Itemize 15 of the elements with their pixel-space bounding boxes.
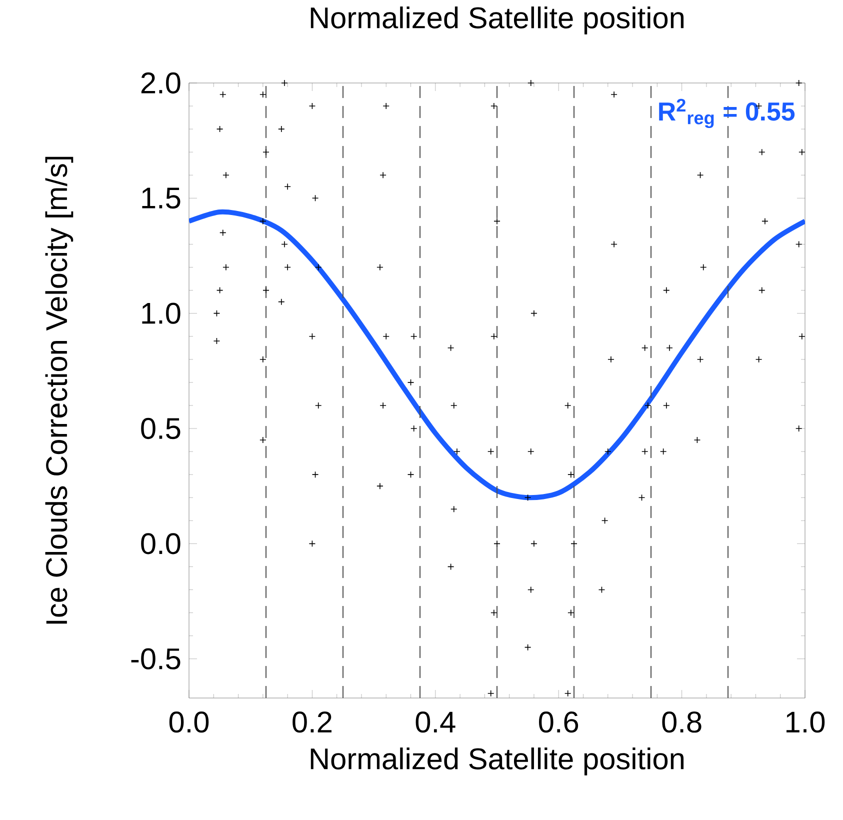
- y-tick-label: 0.0: [141, 533, 180, 554]
- chart-title: Normalized Satellite position: [310, 6, 684, 34]
- x-tick-label: 0.6: [539, 712, 578, 733]
- x-tick-label: 0.2: [292, 712, 332, 733]
- x-tick-label: 0.8: [662, 712, 702, 733]
- y-tick-label: 1.0: [142, 302, 180, 324]
- y-tick-label: 1.5: [142, 188, 180, 209]
- y-tick-label: 0.5: [141, 418, 180, 440]
- x-tick-label: 0.4: [416, 712, 456, 733]
- x-tick-label: 1.0: [786, 712, 825, 733]
- y-axis-title: Ice Clouds Correction Velocity [m/s]: [45, 156, 74, 624]
- y-tick-label: -0.5: [131, 648, 180, 670]
- x-axis-title: Normalized Satellite position: [310, 748, 684, 776]
- x-tick-label: 0.0: [169, 712, 209, 733]
- y-tick-label: 2.0: [141, 72, 180, 94]
